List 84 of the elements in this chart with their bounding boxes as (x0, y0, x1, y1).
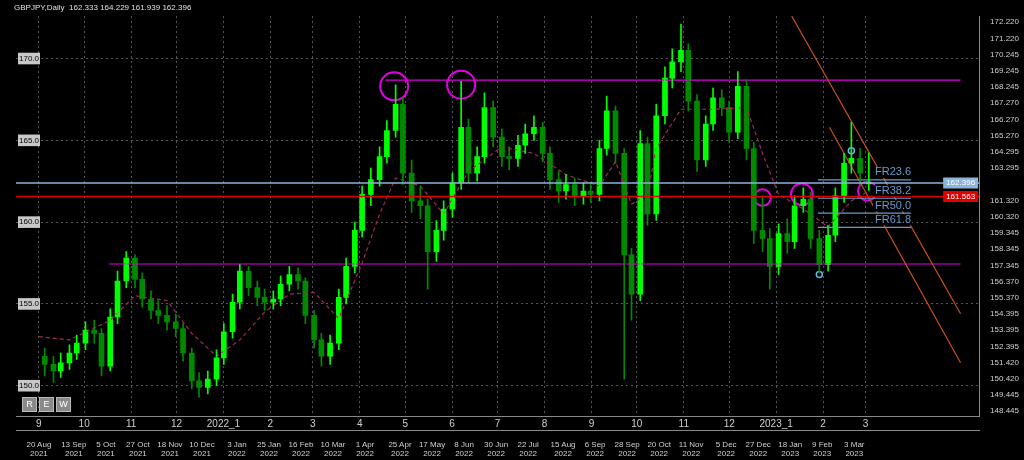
x2-tick-label: 11 (125, 417, 137, 429)
y2-tick-label: 165.270 (990, 131, 1020, 141)
x-tick-label: 3 Jan 2022 (227, 439, 247, 459)
x-tick-label: 10 Mar 2022 (320, 439, 346, 459)
x2-tick-label: 3 (310, 417, 317, 429)
x2-tick-label: 10 (78, 417, 91, 429)
x2-tick-label: 8 (541, 417, 548, 429)
x-tick-label: 11 Nov 2022 (678, 439, 704, 459)
x2-tick-label: 10 (631, 417, 643, 429)
x2-tick-label: 4 (356, 417, 363, 429)
x2-tick-label: 12 (723, 417, 736, 429)
x-tick-label: 20 Aug 2021 (26, 439, 52, 459)
x-tick-label: 8 Jun 2022 (454, 439, 474, 459)
y2-tick-label: 167.270 (990, 98, 1020, 108)
y2-tick-label: 155.370 (990, 293, 1020, 303)
y-tick-label: 165.0 (19, 135, 40, 145)
x-tick-label: 1 Apr 2022 (355, 439, 375, 459)
x2-tick-label: 5 (402, 417, 409, 429)
y2-tick-label: 154.395 (990, 309, 1020, 319)
x2-tick-label: 2023_1 (759, 417, 794, 429)
y2-tick-label: 160.320 (990, 212, 1020, 222)
y2-tick-label: 172.220 (990, 17, 1020, 27)
x-tick-label: 22 Jul 2022 (517, 439, 540, 459)
y-tick-label: 150.0 (19, 380, 40, 390)
x-tick-label: 6 Sep 2022 (584, 439, 607, 459)
x-tick-label: 3 Mar 2023 (844, 439, 865, 459)
x-tick-label: 17 May 2022 (418, 439, 446, 459)
x2-tick-label: 2022_1 (206, 417, 241, 429)
y2-tick-label: 158.345 (990, 244, 1020, 254)
x2-tick-label: 3 (862, 417, 869, 429)
x2-tick-label: 12 (170, 417, 183, 429)
x-tick-label: 20 Oct 2022 (647, 439, 672, 459)
y2-tick-label: 166.270 (990, 114, 1020, 124)
x2-tick-label: 2 (820, 417, 827, 429)
toolbar-button: E (39, 397, 54, 412)
y2-tick-label: 159.345 (990, 228, 1020, 238)
x-tick-label: 27 Dec 2022 (745, 439, 771, 459)
toolbar-button: W (56, 397, 71, 412)
x-tick-label: 10 Dec 2021 (189, 439, 215, 459)
x-tick-label: 5 Oct 2021 (96, 439, 117, 459)
x-tick-label: 5 Dec 2022 (715, 439, 737, 459)
x-tick-label: 13 Sep 2021 (61, 439, 88, 459)
y2-tick-label: 163.295 (990, 163, 1020, 173)
y2-tick-label: 151.420 (990, 357, 1020, 367)
y2-tick-label: 152.395 (990, 341, 1020, 351)
x2-tick-label: 9 (588, 417, 595, 429)
chart-title: GBPJPY,Daily 162.333 164.229 161.939 162.396 (14, 3, 192, 12)
x2-tick-label: 9 (35, 417, 42, 429)
x-tick-label: 25 Apr 2022 (388, 439, 412, 459)
x-tick-label: 15 Aug 2022 (550, 439, 576, 459)
series-label: FR50.0 (874, 198, 912, 211)
series-label: FR61.8 (874, 212, 912, 225)
x2-tick-label: 7 (494, 417, 501, 429)
x2-tick-label: 11 (678, 417, 690, 429)
x-tick-label: 18 Nov 2021 (157, 439, 183, 459)
y2-tick-label: 168.245 (990, 82, 1020, 92)
ref-line-label: 161.563 (946, 191, 976, 201)
y2-tick-label: 170.245 (990, 49, 1020, 59)
ref-line-label: 162.396 (946, 178, 976, 188)
series-label: FR23.6 (874, 165, 912, 178)
y2-tick-label: 161.320 (990, 195, 1020, 205)
y2-tick-label: 153.395 (990, 325, 1020, 335)
x-tick-label: 16 Feb 2022 (288, 439, 314, 459)
x-tick-label: 27 Oct 2021 (126, 439, 151, 459)
y2-tick-label: 149.445 (990, 390, 1020, 399)
y2-tick-label: 171.220 (990, 33, 1020, 43)
x2-tick-label: 2 (267, 417, 274, 429)
x-tick-label: 18 Jan 2023 (778, 439, 803, 459)
y-tick-label: 155.0 (19, 299, 40, 309)
y2-tick-label: 156.370 (990, 276, 1020, 286)
series-label: FR38.2 (874, 183, 912, 196)
y2-tick-label: 150.420 (990, 374, 1020, 384)
x-tick-label: 28 Sep 2022 (614, 439, 641, 459)
x2-tick-label: 6 (449, 417, 456, 429)
y2-tick-label: 148.445 (990, 406, 1020, 416)
x-tick-label: 25 Jan 2022 (256, 439, 281, 459)
y2-tick-label: 164.295 (990, 147, 1020, 157)
x-tick-label: 30 Jun 2022 (484, 439, 509, 459)
y2-tick-label: 157.345 (990, 260, 1020, 270)
x-tick-label: 9 Feb 2023 (812, 439, 834, 459)
y2-tick-label: 169.245 (990, 66, 1020, 76)
y-tick-label: 160.0 (19, 217, 40, 227)
y-tick-label: 170.0 (19, 53, 40, 63)
toolbar-button: R (22, 397, 37, 412)
